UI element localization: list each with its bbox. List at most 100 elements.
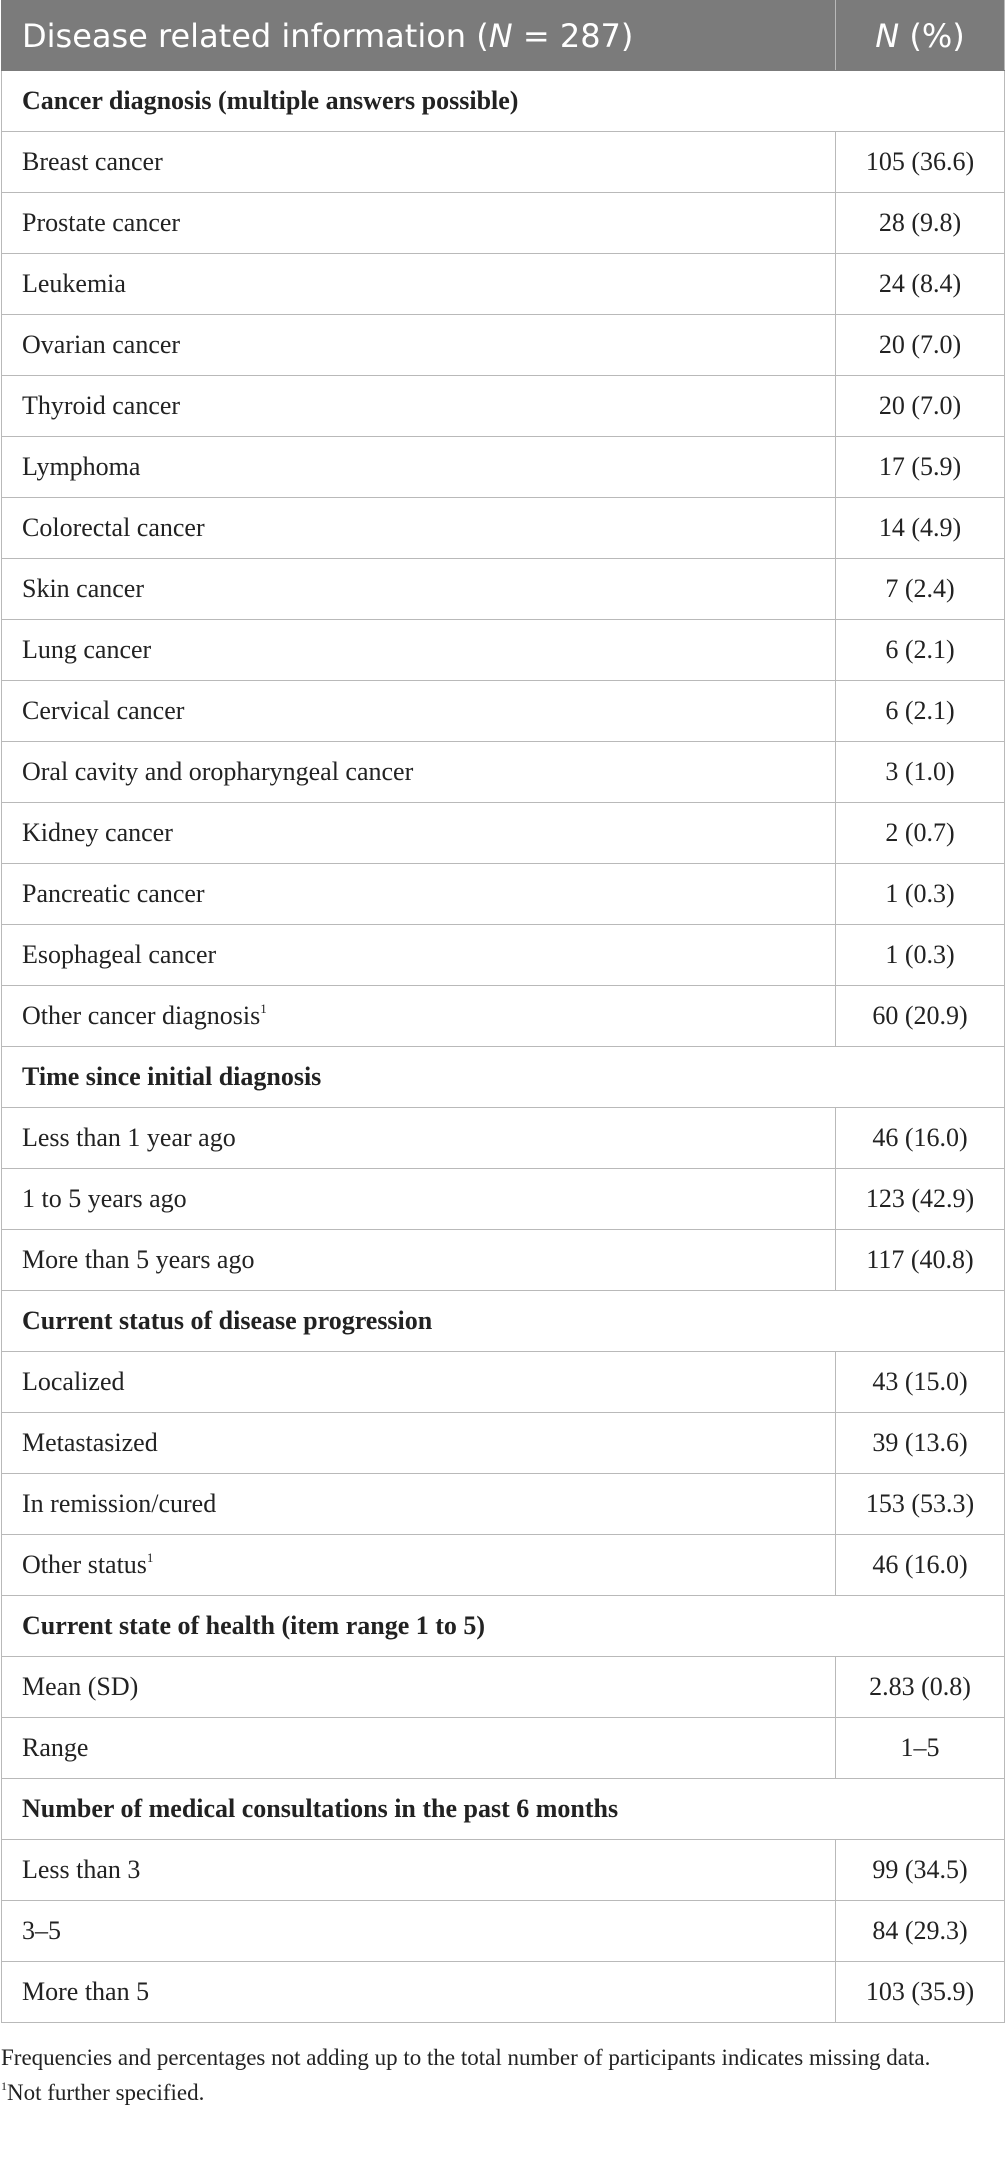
row-label: 1 to 5 years ago	[22, 1184, 187, 1213]
table-row: Lung cancer 6 (2.1)	[1, 619, 1005, 681]
row-value: 46 (16.0)	[835, 1534, 1005, 1596]
row-label-cell: Ovarian cancer	[1, 314, 836, 376]
table-row: Localized 43 (15.0)	[1, 1351, 1005, 1413]
footnote-1-mark: 1	[1, 2078, 7, 2093]
row-value: 20 (7.0)	[835, 375, 1005, 437]
row-label-cell: Esophageal cancer	[1, 924, 836, 986]
row-label-cell: Leukemia	[1, 253, 836, 315]
row-label-cell: Other cancer diagnosis1	[1, 985, 836, 1047]
table-row: Colorectal cancer 14 (4.9)	[1, 497, 1005, 559]
footnote-1-text: Not further specified.	[7, 2079, 205, 2105]
table-row: Less than 3 99 (34.5)	[1, 1839, 1005, 1901]
table-row: Pancreatic cancer 1 (0.3)	[1, 863, 1005, 925]
row-label-cell: Cervical cancer	[1, 680, 836, 742]
row-label: 3–5	[22, 1916, 61, 1945]
row-value: 3 (1.0)	[835, 741, 1005, 803]
row-value: 46 (16.0)	[835, 1107, 1005, 1169]
row-label: In remission/cured	[22, 1489, 217, 1518]
row-label: Mean (SD)	[22, 1672, 139, 1701]
table-row: Esophageal cancer 1 (0.3)	[1, 924, 1005, 986]
row-label: More than 5	[22, 1977, 150, 2006]
table-row: 1 to 5 years ago 123 (42.9)	[1, 1168, 1005, 1230]
section-heading: Cancer diagnosis (multiple answers possi…	[1, 70, 1005, 132]
row-label-cell: More than 5	[1, 1961, 836, 2023]
section-heading: Number of medical consultations in the p…	[1, 1778, 1005, 1840]
row-label: Lung cancer	[22, 635, 152, 664]
row-label: Pancreatic cancer	[22, 879, 205, 908]
section-heading: Time since initial diagnosis	[1, 1046, 1005, 1108]
row-label-cell: Lung cancer	[1, 619, 836, 681]
row-value: 1 (0.3)	[835, 863, 1005, 925]
row-value: 7 (2.4)	[835, 558, 1005, 620]
row-value: 39 (13.6)	[835, 1412, 1005, 1474]
table-row: Leukemia 24 (8.4)	[1, 253, 1005, 315]
row-label-cell: Pancreatic cancer	[1, 863, 836, 925]
row-label-cell: Prostate cancer	[1, 192, 836, 254]
footnote-marker: 1	[146, 1550, 154, 1565]
row-value: 17 (5.9)	[835, 436, 1005, 498]
row-value: 84 (29.3)	[835, 1900, 1005, 1962]
row-label: Prostate cancer	[22, 208, 181, 237]
row-value: 2 (0.7)	[835, 802, 1005, 864]
table-row: Other cancer diagnosis1 60 (20.9)	[1, 985, 1005, 1047]
row-label: Leukemia	[22, 269, 126, 298]
section-row: Number of medical consultations in the p…	[1, 1778, 1005, 1840]
row-label: Less than 1 year ago	[22, 1123, 236, 1152]
row-label: Thyroid cancer	[22, 391, 181, 420]
row-label: Breast cancer	[22, 147, 163, 176]
row-label-cell: Colorectal cancer	[1, 497, 836, 559]
row-value: 1–5	[835, 1717, 1005, 1779]
table-row: Mean (SD) 2.83 (0.8)	[1, 1656, 1005, 1718]
row-value: 105 (36.6)	[835, 131, 1005, 193]
row-value: 117 (40.8)	[835, 1229, 1005, 1291]
table-row: Prostate cancer 28 (9.8)	[1, 192, 1005, 254]
row-label: Other status	[22, 1550, 147, 1579]
row-value: 1 (0.3)	[835, 924, 1005, 986]
row-label: Other cancer diagnosis	[22, 1001, 261, 1030]
section-row: Current status of disease progression	[1, 1290, 1005, 1352]
table-row: Range 1–5	[1, 1717, 1005, 1779]
row-label-cell: Skin cancer	[1, 558, 836, 620]
row-label-cell: 3–5	[1, 1900, 836, 1962]
table-row: More than 5 103 (35.9)	[1, 1961, 1005, 2023]
disease-info-table: Disease related information (N = 287) N …	[1, 0, 1005, 2023]
row-label-cell: Less than 1 year ago	[1, 1107, 836, 1169]
table-footnotes: Frequencies and percentages not adding u…	[1, 2041, 1001, 2110]
row-label-cell: More than 5 years ago	[1, 1229, 836, 1291]
row-label: Kidney cancer	[22, 818, 173, 847]
row-label-cell: Lymphoma	[1, 436, 836, 498]
section-row: Time since initial diagnosis	[1, 1046, 1005, 1108]
row-label: Less than 3	[22, 1855, 141, 1884]
row-value: 14 (4.9)	[835, 497, 1005, 559]
table-row: Other status1 46 (16.0)	[1, 1534, 1005, 1596]
table-row: Thyroid cancer 20 (7.0)	[1, 375, 1005, 437]
row-label: Oral cavity and oropharyngeal cancer	[22, 757, 414, 786]
footnote-marker: 1	[260, 1001, 267, 1016]
row-label: Esophageal cancer	[22, 940, 217, 969]
header-disease-info: Disease related information (N = 287)	[1, 0, 836, 71]
row-value: 123 (42.9)	[835, 1168, 1005, 1230]
row-label: Lymphoma	[22, 452, 141, 481]
table-row: 3–5 84 (29.3)	[1, 1900, 1005, 1962]
row-label-cell: Mean (SD)	[1, 1656, 836, 1718]
row-label-cell: Metastasized	[1, 1412, 836, 1474]
row-label: Cervical cancer	[22, 696, 185, 725]
header-col2-n: N	[875, 16, 900, 55]
table-row: Cervical cancer 6 (2.1)	[1, 680, 1005, 742]
section-row: Current state of health (item range 1 to…	[1, 1595, 1005, 1657]
header-col1-n: N	[488, 16, 513, 55]
row-value: 153 (53.3)	[835, 1473, 1005, 1535]
row-label-cell: Thyroid cancer	[1, 375, 836, 437]
row-label-cell: Less than 3	[1, 1839, 836, 1901]
header-n-percent: N (%)	[835, 0, 1005, 71]
row-label: Range	[22, 1733, 89, 1762]
table-row: Less than 1 year ago 46 (16.0)	[1, 1107, 1005, 1169]
footnote-missing-data: Frequencies and percentages not adding u…	[1, 2045, 931, 2070]
header-col1-rest: = 287)	[512, 16, 634, 55]
row-label-cell: Breast cancer	[1, 131, 836, 193]
table-container: Disease related information (N = 287) N …	[1, 0, 1005, 2023]
table-row: Lymphoma 17 (5.9)	[1, 436, 1005, 498]
table-body: Cancer diagnosis (multiple answers possi…	[1, 70, 1005, 2023]
row-label-cell: Kidney cancer	[1, 802, 836, 864]
section-heading: Current state of health (item range 1 to…	[1, 1595, 1005, 1657]
